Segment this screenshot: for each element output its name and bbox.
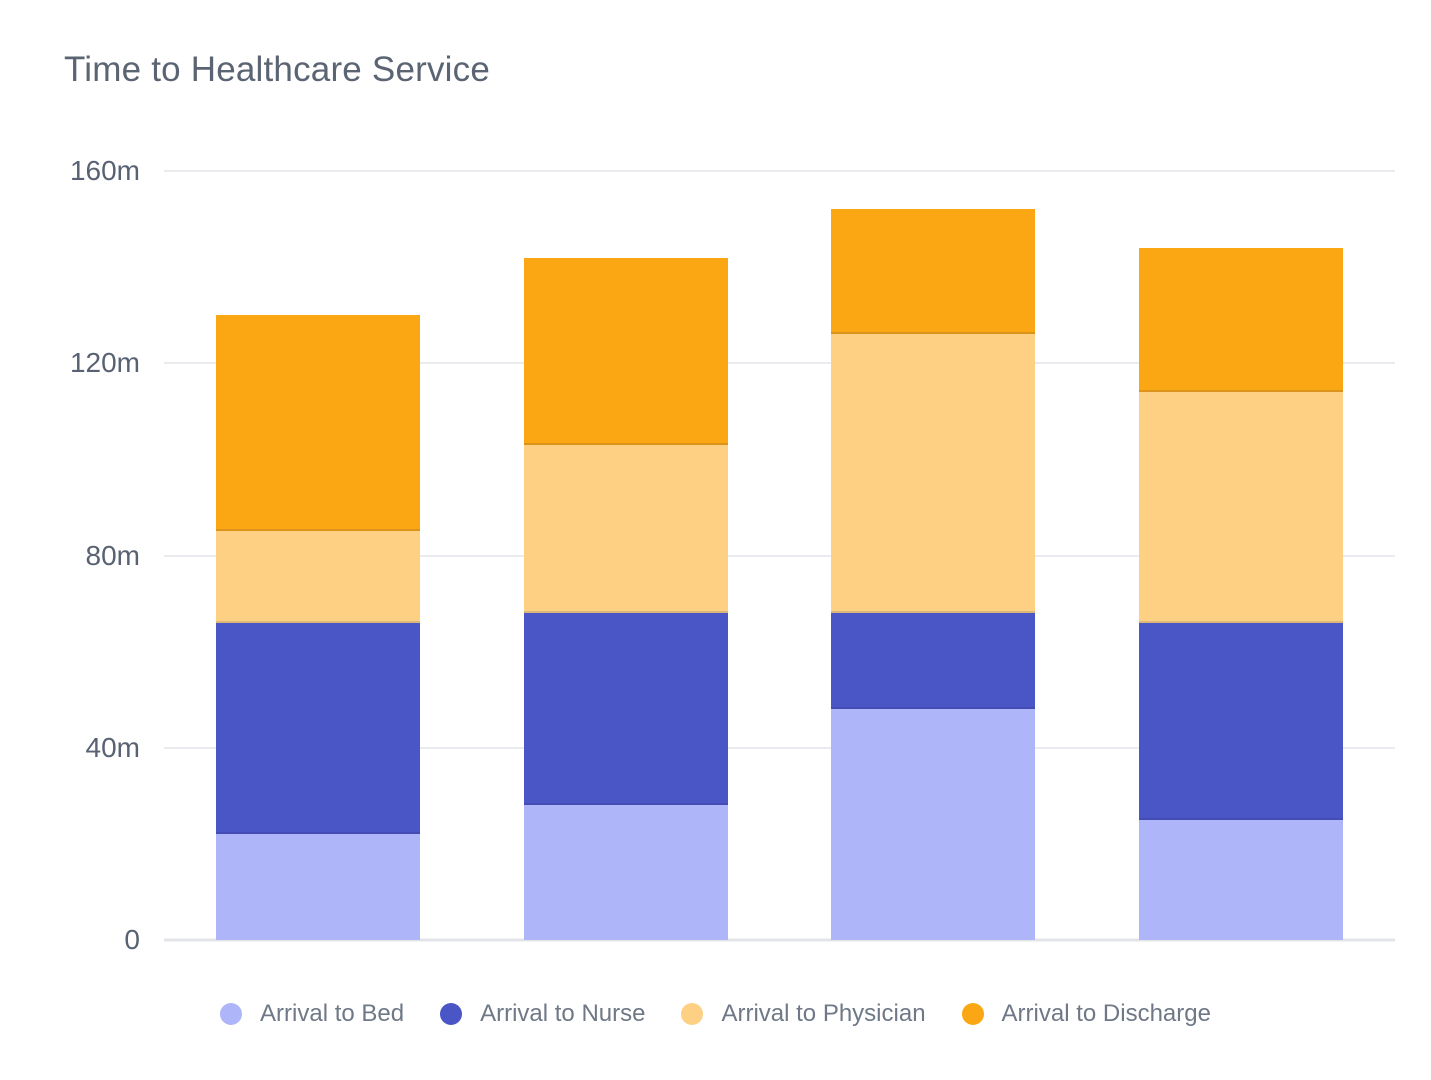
bar-segment-arrival-to-physician[interactable] xyxy=(831,334,1036,614)
legend-item-arrival-to-bed[interactable]: Arrival to Bed xyxy=(220,1000,404,1028)
plot-area xyxy=(164,170,1395,942)
y-tick-label: 0 xyxy=(124,924,140,955)
bar-segment-arrival-to-discharge[interactable] xyxy=(215,315,420,532)
y-tick-label: 40m xyxy=(85,731,140,763)
bars-container xyxy=(164,171,1395,940)
bar-segment-arrival-to-discharge[interactable] xyxy=(1139,247,1344,393)
gridline xyxy=(164,554,1395,557)
bar-slot xyxy=(472,171,780,940)
bar-segment-arrival-to-nurse[interactable] xyxy=(523,613,728,806)
bar-slot xyxy=(164,171,472,940)
bar-segment-arrival-to-bed[interactable] xyxy=(215,834,420,940)
bar-segment-arrival-to-bed[interactable] xyxy=(523,805,728,940)
stacked-bar xyxy=(831,209,1036,940)
legend-label: Arrival to Nurse xyxy=(480,1000,646,1027)
bar-segment-arrival-to-bed[interactable] xyxy=(831,709,1036,940)
y-tick-label: 120m xyxy=(69,347,140,379)
bar-segment-arrival-to-physician[interactable] xyxy=(1139,392,1344,623)
legend: Arrival to Bed Arrival to Nurse Arrival to… xyxy=(0,1000,1431,1028)
legend-dot-icon xyxy=(440,1003,463,1025)
legend-dot-icon xyxy=(961,1003,984,1025)
y-tick-label: 160m xyxy=(69,155,140,186)
legend-item-arrival-to-physician[interactable]: Arrival to Physician xyxy=(681,1000,926,1028)
bar-slot xyxy=(1087,171,1395,940)
bar-segment-arrival-to-physician[interactable] xyxy=(523,444,728,614)
y-axis: 160m 120m 80m 40m 0 xyxy=(30,155,140,955)
stacked-bar xyxy=(215,315,420,940)
stacked-bar xyxy=(523,257,728,940)
bar-segment-arrival-to-physician[interactable] xyxy=(215,531,420,623)
y-tick-label: 80m xyxy=(85,539,140,571)
bar-slot xyxy=(780,171,1088,940)
legend-label: Arrival to Discharge xyxy=(1001,1000,1211,1027)
bar-segment-arrival-to-nurse[interactable] xyxy=(831,613,1036,710)
x-axis-baseline xyxy=(164,938,1395,942)
legend-label: Arrival to Bed xyxy=(260,1000,405,1027)
bar-segment-arrival-to-discharge[interactable] xyxy=(831,209,1036,335)
gridline xyxy=(164,746,1395,749)
gridline xyxy=(164,362,1395,365)
bar-segment-arrival-to-nurse[interactable] xyxy=(1139,622,1344,820)
chart-title: Time to Healthcare Service xyxy=(64,50,491,89)
legend-label: Arrival to Physician xyxy=(721,1000,926,1027)
legend-item-arrival-to-discharge[interactable]: Arrival to Discharge xyxy=(961,1000,1211,1028)
gridline xyxy=(164,170,1395,172)
stacked-bar xyxy=(1139,247,1344,940)
legend-dot-icon xyxy=(681,1003,704,1025)
bar-segment-arrival-to-discharge[interactable] xyxy=(523,257,728,445)
bar-segment-arrival-to-nurse[interactable] xyxy=(215,622,420,835)
legend-item-arrival-to-nurse[interactable]: Arrival to Nurse xyxy=(440,1000,645,1028)
bar-segment-arrival-to-bed[interactable] xyxy=(1139,819,1344,940)
legend-dot-icon xyxy=(220,1003,243,1025)
